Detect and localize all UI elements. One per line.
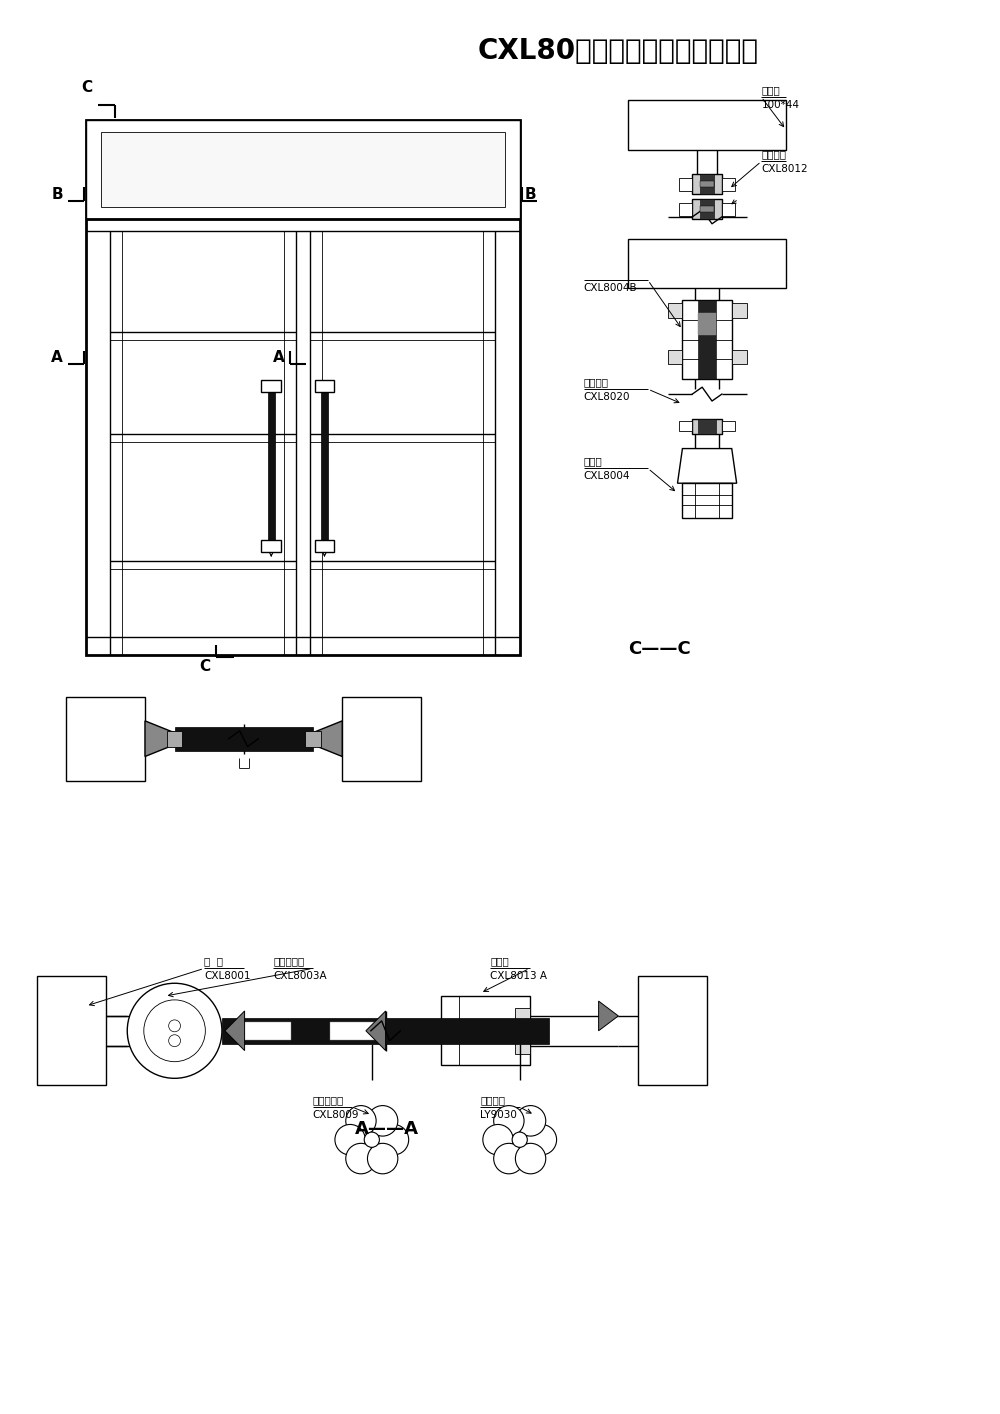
Text: 方管框: 方管框 — [761, 85, 780, 95]
Polygon shape — [313, 721, 342, 756]
Bar — [638, 976, 707, 1086]
Bar — [515, 1035, 530, 1053]
Polygon shape — [366, 1011, 386, 1051]
Circle shape — [364, 1133, 379, 1147]
Bar — [66, 697, 145, 781]
Text: A: A — [273, 351, 285, 365]
Bar — [242, 1022, 291, 1039]
Circle shape — [346, 1106, 376, 1135]
Circle shape — [346, 1144, 376, 1174]
Bar — [628, 100, 786, 150]
Text: 双玻扣座: 双玻扣座 — [761, 150, 786, 160]
Text: C: C — [81, 81, 92, 95]
Text: 圆管拉手座: 圆管拉手座 — [313, 1096, 344, 1106]
Bar — [679, 204, 692, 216]
Circle shape — [169, 1019, 180, 1032]
Bar — [668, 349, 682, 365]
Text: CXL80系列平开、地弹门节点图: CXL80系列平开、地弹门节点图 — [478, 37, 759, 65]
Bar — [722, 178, 735, 191]
Bar — [698, 419, 716, 434]
Text: C: C — [199, 659, 210, 674]
Text: CXL8013 A: CXL8013 A — [490, 971, 547, 981]
Text: CXL8020: CXL8020 — [584, 392, 630, 402]
Bar — [668, 303, 682, 318]
Bar — [261, 540, 281, 551]
Bar — [732, 303, 747, 318]
Text: 圆管拉手: 圆管拉手 — [480, 1096, 505, 1106]
Text: 双玻扣条: 双玻扣条 — [584, 378, 609, 387]
Bar — [682, 484, 732, 518]
Text: B: B — [525, 187, 536, 202]
Bar — [700, 181, 714, 187]
Bar — [679, 421, 692, 431]
Bar — [698, 300, 716, 379]
Bar — [261, 380, 281, 392]
Bar — [315, 540, 334, 551]
Bar — [700, 174, 714, 194]
Circle shape — [335, 1124, 365, 1155]
Bar — [628, 239, 786, 288]
Text: 扇立边: 扇立边 — [490, 956, 509, 967]
Polygon shape — [678, 448, 737, 484]
Bar — [342, 697, 421, 781]
Text: 门  框: 门 框 — [204, 956, 223, 967]
Bar — [305, 731, 321, 747]
Circle shape — [494, 1106, 524, 1135]
Bar — [37, 976, 106, 1086]
Circle shape — [169, 1035, 180, 1046]
Text: A——A: A——A — [355, 1120, 419, 1138]
Bar — [700, 206, 714, 212]
Bar — [86, 120, 520, 655]
Bar — [722, 204, 735, 216]
Circle shape — [378, 1124, 409, 1155]
Bar — [692, 174, 722, 194]
Polygon shape — [599, 1001, 618, 1031]
Text: B: B — [51, 187, 63, 202]
Circle shape — [515, 1144, 546, 1174]
Bar — [679, 178, 692, 191]
Bar — [315, 380, 334, 392]
Circle shape — [515, 1106, 546, 1135]
Text: CXL8004B: CXL8004B — [584, 283, 637, 293]
Bar — [86, 120, 520, 219]
Text: CXL8009: CXL8009 — [313, 1110, 359, 1120]
Polygon shape — [225, 1011, 245, 1051]
Circle shape — [367, 1106, 398, 1135]
Circle shape — [512, 1133, 527, 1147]
Circle shape — [127, 983, 222, 1079]
Bar — [682, 300, 732, 379]
Bar — [722, 421, 735, 431]
Bar — [167, 731, 182, 747]
Bar — [222, 1018, 549, 1044]
Bar — [175, 727, 313, 751]
Text: CXL8012: CXL8012 — [761, 164, 808, 174]
Circle shape — [144, 1000, 205, 1062]
Bar — [692, 199, 722, 219]
Circle shape — [367, 1144, 398, 1174]
Circle shape — [483, 1124, 513, 1155]
Polygon shape — [145, 721, 175, 756]
Bar — [692, 419, 722, 434]
Bar — [700, 199, 714, 219]
Text: 扇下坎: 扇下坎 — [584, 457, 603, 467]
Circle shape — [494, 1144, 524, 1174]
Bar — [515, 1008, 530, 1025]
Text: 100*44: 100*44 — [761, 100, 799, 110]
Text: C——C: C——C — [628, 639, 691, 658]
Bar — [321, 392, 328, 540]
Circle shape — [526, 1124, 557, 1155]
Bar — [268, 392, 275, 540]
Text: 圆柱扇立边: 圆柱扇立边 — [273, 956, 304, 967]
Bar — [698, 312, 716, 335]
Text: CXL8003A: CXL8003A — [273, 971, 327, 981]
Text: A: A — [51, 351, 63, 365]
Text: CXL8001: CXL8001 — [204, 971, 251, 981]
Bar — [732, 349, 747, 365]
Text: LY9030: LY9030 — [480, 1110, 517, 1120]
Bar — [441, 995, 530, 1065]
Text: CXL8004: CXL8004 — [584, 471, 630, 481]
Bar — [101, 132, 505, 206]
Bar — [330, 1022, 380, 1039]
